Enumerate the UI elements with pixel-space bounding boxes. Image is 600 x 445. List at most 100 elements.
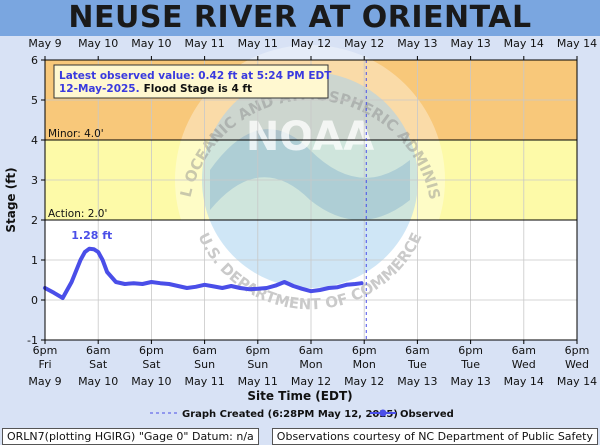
x-time-label-7: 6am [405,344,429,357]
x-time-label-9: 6am [512,344,536,357]
x-date-label-10: May 14 [557,375,597,388]
x-date-label-0: May 9 [28,375,61,388]
data-point-6 [87,247,91,251]
y-axis-title: Stage (ft) [4,167,18,232]
observed-series: 1.28 ft [43,229,364,300]
data-point-11 [114,280,118,284]
data-point-35 [327,286,331,290]
x-day-label-4: Sun [247,358,268,371]
title-bar [0,0,600,36]
data-point-37 [344,283,349,287]
x-time-label-10: 6pm [565,344,590,357]
data-point-21 [203,283,207,287]
y-tick-label-0: -1 [27,334,38,347]
x-day-label-10: Wed [565,358,589,371]
data-point-20 [194,285,198,289]
top-date-label-10: May 14 [557,37,597,50]
info-line-1: Latest observed value: 0.42 ft at 5:24 P… [59,70,332,82]
series-line-0 [43,246,364,300]
footer-right: Observations courtesy of NC Department o… [271,428,598,445]
legend: Graph Created (6:28PM May 12, 2025) Obser… [150,409,454,420]
data-point-2 [61,296,65,300]
x-date-label-8: May 13 [450,375,490,388]
y-tick-label-4: 3 [31,174,38,187]
x-day-label-9: Wed [512,358,536,371]
threshold-lines: Minor: 4.0' Action: 2.0' [45,128,577,221]
data-point-13 [132,281,136,285]
data-point-9 [101,258,105,262]
data-point-34 [318,288,322,292]
x-axis-title: Site Time (EDT) [247,389,352,403]
data-point-27 [256,287,260,291]
x-day-label-6: Mon [353,358,376,371]
x-time-label-1: 6am [86,344,110,357]
x-date-label-1: May 10 [78,375,118,388]
info-line-2: 12-May-2025. Flood Stage is 4 ft [59,83,252,95]
data-point-28 [265,286,269,290]
top-date-label-0: May 9 [28,37,61,50]
x-time-label-6: 6pm [352,344,377,357]
x-date-label-6: May 12 [344,375,384,388]
data-point-18 [176,284,180,288]
x-date-label-5: May 12 [291,375,331,388]
data-point-10 [105,270,109,274]
data-point-8 [96,250,100,254]
top-date-label-8: May 13 [450,37,490,50]
data-point-15 [149,280,153,284]
data-point-31 [291,284,295,288]
noaa-logo-text: NOAA [246,114,374,160]
threshold-label-action: Action: 2.0' [48,208,107,220]
x-time-label-2: 6pm [139,344,164,357]
data-point-14 [140,282,145,286]
top-date-label-9: May 14 [504,37,544,50]
y-tick-label-6: 5 [31,94,38,107]
top-date-label-1: May 10 [78,37,118,50]
x-time-label-5: 6am [299,344,323,357]
page-title: NEUSE RIVER AT ORIENTAL [68,0,532,35]
top-date-label-6: May 12 [344,37,384,50]
peak-label: 1.28 ft [71,229,112,242]
data-point-25 [238,286,242,290]
x-date-label-2: May 10 [131,375,171,388]
data-point-29 [273,284,278,288]
y-tick-label-5: 4 [31,134,38,147]
data-point-3 [70,280,74,284]
x-date-label-9: May 14 [504,375,544,388]
data-point-16 [158,281,162,285]
data-point-22 [211,284,216,288]
data-point-17 [167,282,171,286]
top-date-label-7: May 13 [397,37,437,50]
x-date-label-4: May 11 [238,375,278,388]
x-day-label-8: Tue [460,358,480,371]
x-day-label-7: Tue [407,358,427,371]
x-time-label-3: 6am [192,344,216,357]
info-flood-stage: Flood Stage is 4 ft [144,83,252,95]
y-tick-label-7: 6 [31,54,38,67]
x-time-label-8: 6pm [458,344,483,357]
x-day-label-1: Sat [89,358,108,371]
x-time-label-4: 6pm [245,344,270,357]
data-point-5 [83,250,87,254]
data-point-7 [92,247,96,251]
data-point-30 [282,280,286,284]
x-day-label-3: Sun [194,358,215,371]
x-time-label-0: 6pm [33,344,58,357]
y-tick-label-2: 1 [31,254,38,267]
x-day-label-2: Sat [142,358,161,371]
y-tick-label-1: 0 [31,294,38,307]
top-date-label-5: May 12 [291,37,331,50]
top-date-label-3: May 11 [184,37,224,50]
top-date-label-4: May 11 [238,37,278,50]
info-date: 12-May-2025. [59,83,140,95]
x-date-label-3: May 11 [184,375,224,388]
noaa-bird-icon [210,129,410,220]
x-day-label-0: Fri [38,358,51,371]
info-box-background [53,64,329,99]
legend-observed-label: Observed [400,409,454,420]
data-point-4 [78,258,83,262]
data-point-39 [359,281,364,285]
data-point-33 [309,289,313,293]
top-date-label-2: May 10 [131,37,171,50]
